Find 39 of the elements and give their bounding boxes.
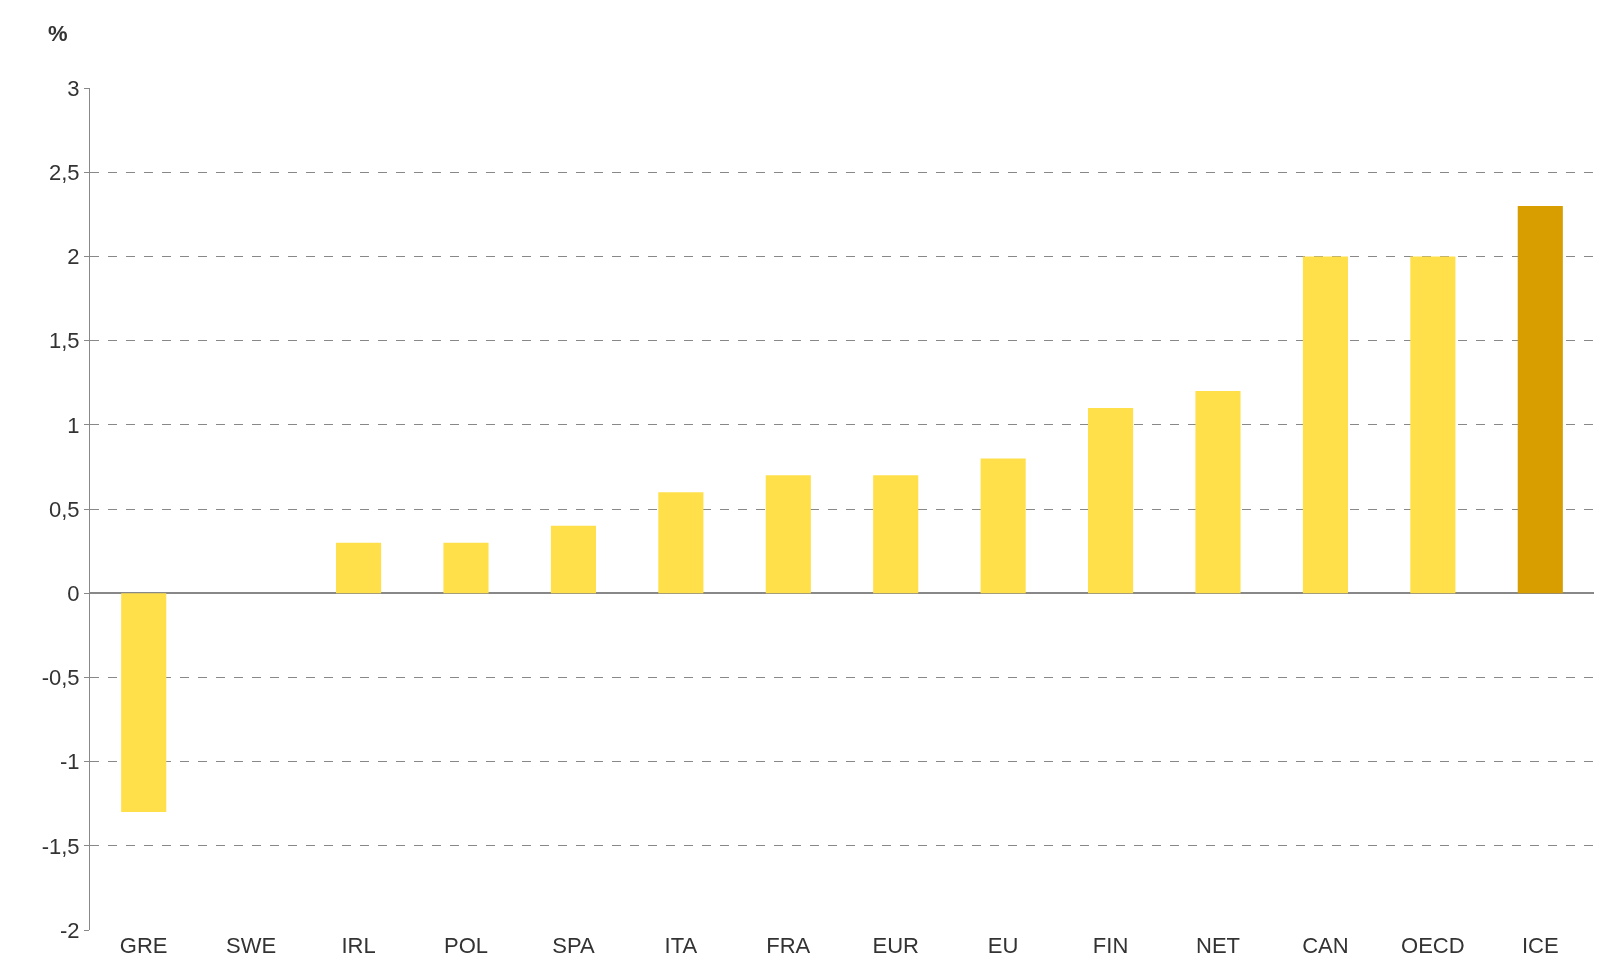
bar (336, 542, 382, 594)
bar (1517, 205, 1563, 594)
bar (443, 542, 489, 594)
y-tick-label: 2 (67, 244, 80, 270)
x-tick-label: OECD (1401, 933, 1465, 958)
x-tick-label: EUR (872, 933, 919, 958)
bar (658, 492, 704, 594)
y-tick-label: 0,5 (49, 496, 80, 522)
x-tick-label: ITA (664, 933, 698, 958)
x-tick-label: ICE (1521, 933, 1559, 958)
bar (980, 458, 1026, 594)
bar (765, 475, 811, 594)
bar (1410, 256, 1456, 594)
y-tick-label: -0,5 (41, 665, 80, 691)
x-tick-label: IRL (341, 933, 376, 958)
y-tick-label: -2 (60, 917, 80, 943)
bar (1302, 256, 1348, 594)
bar (1088, 407, 1134, 594)
x-tick-label: NET (1196, 933, 1240, 958)
bar (550, 525, 596, 594)
x-tick-label: FRA (766, 933, 811, 958)
x-tick-label: CAN (1302, 933, 1349, 958)
bar (121, 593, 167, 813)
y-tick-label: -1,5 (41, 833, 80, 859)
y-tick-label: 1 (67, 412, 80, 438)
bar (873, 475, 919, 594)
x-tick-label: SWE (226, 933, 277, 958)
x-tick-label: EU (987, 933, 1019, 958)
x-tick-label: SPA (552, 933, 595, 958)
bar (1195, 391, 1241, 594)
y-tick-label: 3 (67, 75, 80, 101)
x-tick-label: POL (443, 933, 489, 958)
y-tick-label: 1,5 (49, 328, 80, 354)
y-tick-label: -1 (60, 749, 80, 775)
y-tick-label: 2,5 (49, 159, 80, 185)
x-tick-label: FIN (1092, 933, 1129, 958)
x-tick-label: GRE (119, 933, 168, 958)
y-tick-label: 0 (67, 580, 80, 606)
y-axis-title: % (48, 21, 68, 46)
